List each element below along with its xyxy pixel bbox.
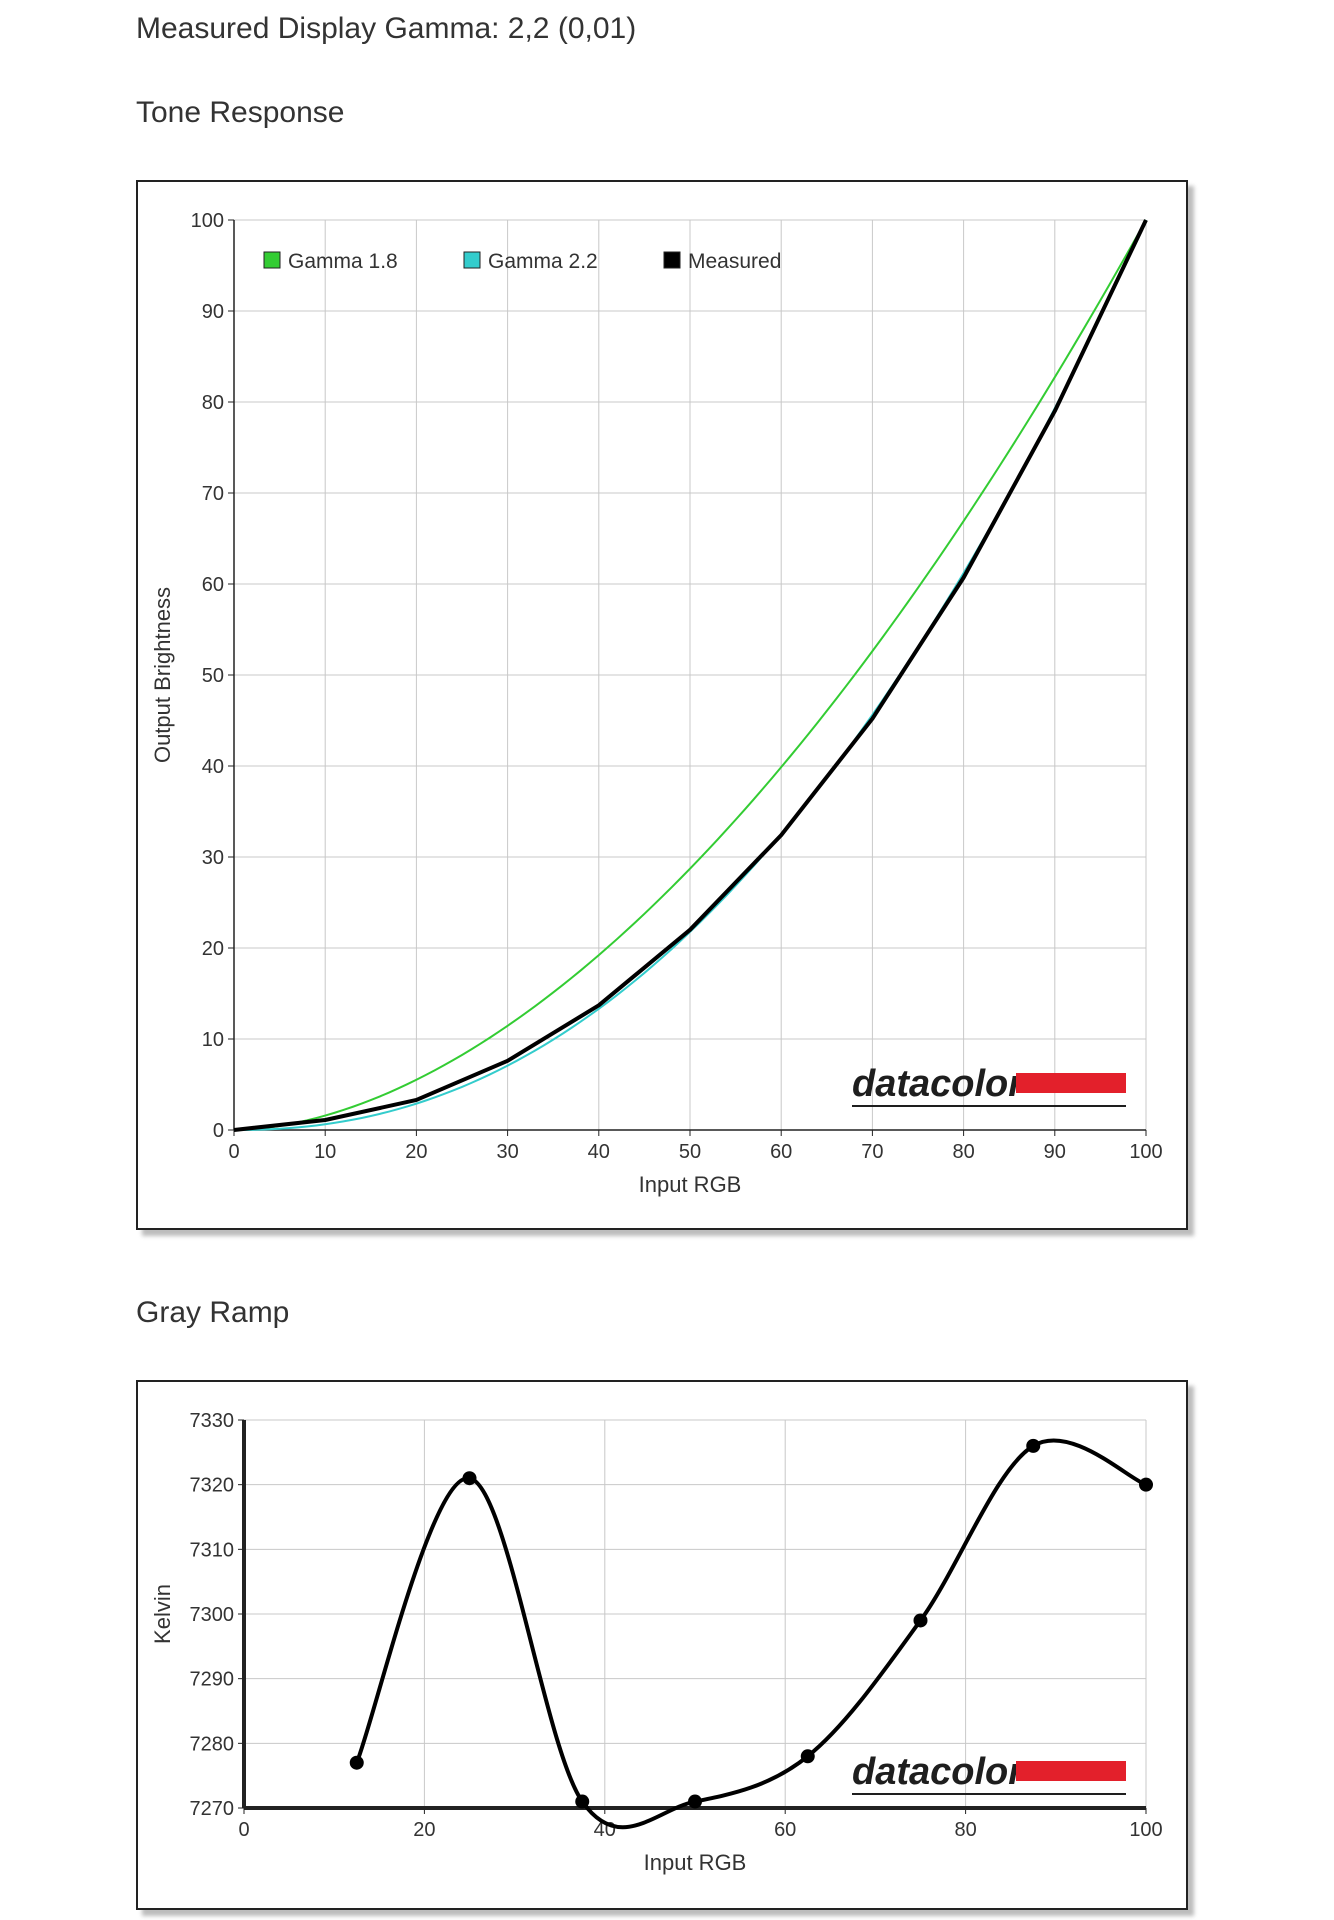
x-tick-label: 10	[314, 1141, 336, 1163]
legend-label: Gamma 1.8	[288, 250, 398, 273]
x-tick-label: 60	[774, 1819, 796, 1841]
data-point	[349, 1755, 364, 1770]
y-tick-label: 7270	[190, 1798, 235, 1820]
x-axis-title: Input RGB	[644, 1850, 747, 1875]
x-tick-label: 20	[413, 1819, 435, 1841]
measured-gamma-heading: Measured Display Gamma: 2,2 (0,01)	[136, 12, 637, 45]
x-tick-label: 30	[496, 1141, 518, 1163]
y-tick-label: 7310	[190, 1539, 235, 1561]
x-tick-label: 80	[954, 1819, 976, 1841]
x-axis-title: Input RGB	[639, 1172, 742, 1197]
y-tick-label: 30	[202, 847, 224, 869]
tone-response-chart: 0 10 20 30 40 50 60 70 80 90 100 0 10 20 30 40 50 60 70 80 9…	[136, 180, 1188, 1230]
datacolor-logo-bar	[1016, 1761, 1126, 1781]
gray-ramp-chart: 0 20 40 60 80 100 7270 7280 7290 7300 7310 7320 7330…	[136, 1380, 1188, 1910]
datacolor-logo: datacolor	[852, 1063, 1126, 1107]
data-point	[575, 1794, 590, 1809]
legend-swatch	[463, 251, 481, 269]
y-tick-label: 7290	[190, 1669, 235, 1691]
y-tick-label: 7280	[190, 1733, 235, 1755]
legend-label: Measured	[688, 250, 781, 273]
tone-response-plot: 0 10 20 30 40 50 60 70 80 90 100 0 10 20 30 40 50 60 70 80 9…	[150, 210, 1163, 1197]
tone-response-heading: Tone Response	[136, 96, 345, 129]
y-tick-label: 7330	[190, 1410, 235, 1432]
y-tick-label: 70	[202, 483, 224, 505]
legend-swatch	[663, 251, 681, 269]
series-line-measured	[233, 219, 1148, 1132]
series-line-gamma-1-8	[233, 219, 1147, 1131]
data-point	[688, 1794, 702, 1809]
datacolor-logo-bar	[1016, 1073, 1126, 1093]
x-tick-label: 20	[405, 1141, 427, 1163]
x-tick-label: 40	[588, 1141, 610, 1163]
y-tick-label: 90	[202, 301, 224, 323]
y-tick-label: 10	[202, 1029, 224, 1051]
y-axis-title: Output Brightness	[150, 587, 175, 763]
y-tick-label: 7300	[190, 1604, 235, 1626]
y-tick-label: 100	[191, 210, 224, 232]
x-tick-label: 100	[1129, 1819, 1162, 1841]
data-point	[1139, 1477, 1153, 1492]
y-tick-label: 80	[202, 392, 224, 414]
y-axis-title: Kelvin	[150, 1584, 175, 1644]
gray-ramp-plot: 0 20 40 60 80 1007270728072907300731073207330…	[150, 1410, 1163, 1875]
legend-item: Measured	[663, 250, 781, 273]
x-tick-label: 90	[1044, 1141, 1066, 1163]
legend-item: Gamma 1.8	[263, 250, 398, 273]
data-point	[913, 1613, 928, 1628]
y-tick-label: 7320	[190, 1475, 235, 1497]
x-tick-label: 80	[952, 1141, 974, 1163]
data-point	[800, 1749, 815, 1764]
y-tick-label: 40	[202, 756, 224, 778]
legend-swatch	[263, 251, 281, 269]
y-tick-label: 20	[202, 938, 224, 960]
legend-label: Gamma 2.2	[488, 250, 598, 273]
x-tick-label: 70	[861, 1141, 883, 1163]
x-tick-label: 0	[228, 1141, 239, 1163]
datacolor-logo-text: datacolor	[852, 1063, 1025, 1105]
y-tick-label: 0	[213, 1120, 224, 1142]
x-tick-label: 60	[770, 1141, 792, 1163]
y-tick-label: 60	[202, 574, 224, 596]
y-tick-label: 50	[202, 665, 224, 687]
datacolor-logo: datacolor	[852, 1751, 1126, 1795]
x-tick-label: 50	[679, 1141, 701, 1163]
data-point	[1026, 1438, 1041, 1453]
x-tick-label: 100	[1129, 1141, 1162, 1163]
legend-item: Gamma 2.2	[463, 250, 598, 273]
data-point	[462, 1471, 477, 1486]
x-tick-label: 0	[238, 1819, 249, 1841]
gray-ramp-heading: Gray Ramp	[136, 1296, 290, 1329]
datacolor-logo-text: datacolor	[852, 1751, 1025, 1793]
